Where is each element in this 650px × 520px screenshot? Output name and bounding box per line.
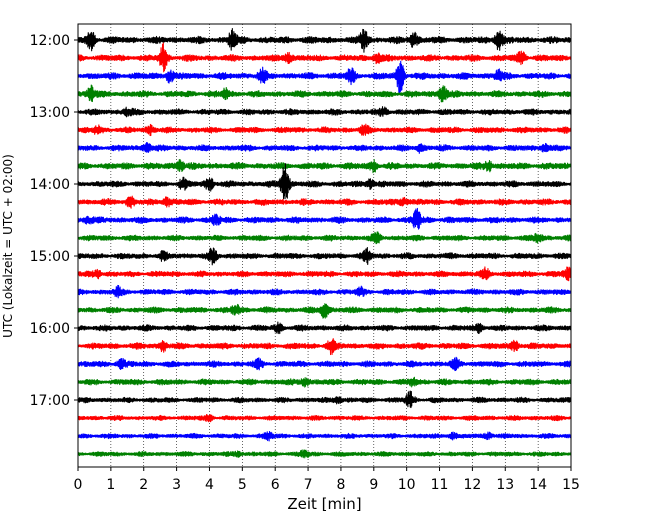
seismogram-trace bbox=[77, 431, 572, 442]
x-tick-label: 13 bbox=[496, 477, 514, 493]
seismogram-trace bbox=[77, 284, 572, 299]
x-tick-label: 10 bbox=[398, 477, 416, 493]
x-tick-label: 14 bbox=[529, 477, 547, 493]
x-tick-label: 6 bbox=[271, 477, 280, 493]
seismogram-trace bbox=[77, 163, 572, 200]
seismogram-trace bbox=[77, 449, 572, 459]
x-tick-label: 0 bbox=[74, 477, 83, 493]
seismogram-trace bbox=[77, 106, 572, 118]
x-tick-label: 9 bbox=[369, 477, 378, 493]
y-tick-label: 17:00 bbox=[30, 393, 70, 409]
y-axis-ticks: 12:00 13:00 14:00 15:00 16:00 17:00 bbox=[30, 33, 78, 409]
seismogram-trace bbox=[77, 356, 572, 372]
y-tick-label: 12:00 bbox=[30, 33, 70, 49]
x-tick-label: 3 bbox=[172, 477, 181, 493]
seismogram-trace bbox=[77, 376, 572, 388]
x-tick-label: 4 bbox=[205, 477, 214, 493]
x-tick-label: 7 bbox=[304, 477, 313, 493]
x-axis-label: Zeit [min] bbox=[287, 495, 361, 513]
y-tick-label: 14:00 bbox=[30, 177, 70, 193]
y-axis-label: UTC (Lokalzeit = UTC + 02:00) bbox=[1, 154, 15, 338]
x-tick-label: 8 bbox=[336, 477, 345, 493]
seismogram-trace bbox=[77, 195, 572, 209]
y-tick-label: 13:00 bbox=[30, 105, 70, 121]
y-tick-label: 15:00 bbox=[30, 249, 70, 265]
seismogram-trace bbox=[77, 414, 572, 423]
seismogram-trace bbox=[77, 141, 572, 154]
x-tick-label: 2 bbox=[139, 477, 148, 493]
seismogram-trace bbox=[77, 158, 572, 174]
seismogram-trace bbox=[77, 207, 572, 230]
x-tick-label: 11 bbox=[431, 477, 449, 493]
seismogram-trace bbox=[77, 28, 572, 53]
seismogram-trace bbox=[77, 321, 572, 335]
plot-frame bbox=[77, 23, 572, 468]
seismogram-trace bbox=[77, 84, 572, 103]
y-tick-label: 16:00 bbox=[30, 321, 70, 337]
seismogram-trace bbox=[77, 123, 572, 137]
seismogram-trace bbox=[77, 60, 572, 94]
seismogram-trace bbox=[77, 231, 572, 245]
seismogram-trace bbox=[77, 303, 572, 319]
x-tick-label: 1 bbox=[106, 477, 115, 493]
x-axis-ticks: 0 1 2 3 4 5 6 7 8 9 10 11 12 13 14 15 bbox=[74, 467, 580, 493]
seismogram-trace bbox=[77, 338, 572, 356]
seismogram-trace bbox=[77, 247, 572, 266]
x-tick-label: 15 bbox=[562, 477, 580, 493]
x-tick-label: 12 bbox=[463, 477, 481, 493]
seismogram-trace bbox=[77, 390, 572, 409]
trace-layer bbox=[77, 28, 572, 459]
seismogram-trace bbox=[77, 266, 572, 282]
grid-lines bbox=[110, 24, 539, 467]
seismogram-trace bbox=[77, 42, 572, 73]
x-tick-label: 5 bbox=[238, 477, 247, 493]
